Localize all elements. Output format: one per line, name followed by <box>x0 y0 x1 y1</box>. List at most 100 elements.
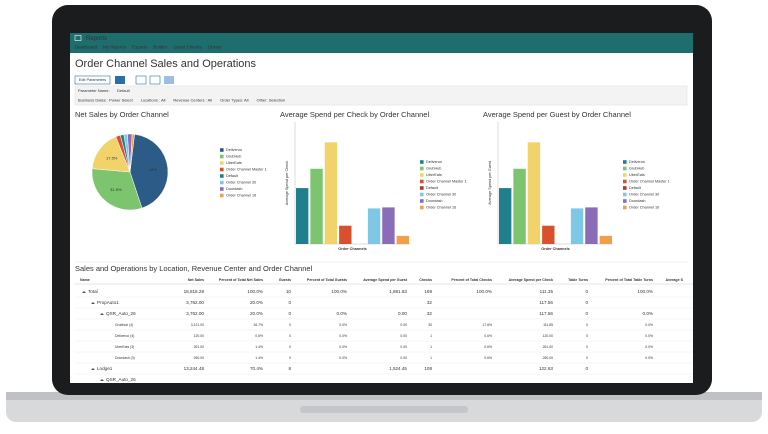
filter: Business Dates : Power Select <box>78 98 134 103</box>
toolbar-button[interactable] <box>164 76 174 84</box>
table-cell: 0 <box>289 334 291 338</box>
y-axis-label: Average Spend per Guest <box>488 160 492 205</box>
row-name[interactable]: Doordash (3) <box>115 356 135 360</box>
nav-link[interactable]: Builder <box>153 45 168 50</box>
table-cell: 0 <box>585 311 588 316</box>
bar <box>310 168 323 244</box>
legend-swatch <box>420 166 424 171</box>
table-cell: 18,818.28 <box>184 289 205 294</box>
bar <box>296 188 309 244</box>
table-cell: 0.0% <box>339 323 347 327</box>
nav-link[interactable]: Exports <box>132 45 148 50</box>
table-cell: 13,244.48 <box>184 366 205 371</box>
table-cell: 0.0% <box>339 345 347 349</box>
table-cell: 1 <box>430 334 432 338</box>
pie-slice <box>129 133 169 209</box>
table-cell: 0 <box>586 345 588 349</box>
row-name[interactable]: UberEats (3) <box>115 345 134 349</box>
edit-parameters-button[interactable] <box>74 75 111 85</box>
row-name[interactable]: Deliveroo (4) <box>115 334 134 338</box>
table-cell: 120.00 <box>543 334 553 338</box>
bar <box>585 207 598 244</box>
slice-label: 31.5% <box>110 187 122 192</box>
table-cell: 0.0% <box>645 323 653 327</box>
legend-swatch <box>220 148 224 152</box>
table-cell: 0.0% <box>645 356 653 360</box>
nav-link[interactable]: Guest Checks <box>173 45 202 50</box>
legend-label: UberEats <box>226 161 242 165</box>
column-header: Table Turns <box>568 278 588 282</box>
row-name[interactable]: Grubhub (4) <box>115 323 133 327</box>
laptop-hinge <box>6 392 762 400</box>
legend-swatch <box>623 186 627 190</box>
table-cell: 0.00 <box>400 334 407 338</box>
table-cell: 17.8% <box>482 323 492 327</box>
x-axis-label: Order Channels <box>541 247 569 251</box>
table-cell: 0 <box>586 323 588 327</box>
legend-swatch <box>220 154 224 159</box>
table-cell: 8 <box>288 366 291 371</box>
parameter-label: Parameter Name: <box>78 88 110 93</box>
slice-label: 17.5% <box>106 155 118 160</box>
nav-link[interactable]: Dashboard <box>75 45 98 50</box>
filter: Locations : All <box>141 98 166 103</box>
title-bar <box>70 56 693 73</box>
expand-caret[interactable] <box>91 368 95 370</box>
table-cell: 3,762.00 <box>186 311 204 316</box>
app-icon <box>74 35 82 41</box>
legend-label: Order Channel Master 1 <box>629 180 670 184</box>
expand-caret[interactable] <box>100 313 104 315</box>
column-header: Percent of Total Guests <box>307 278 347 282</box>
table-cell: 261.00 <box>194 345 204 349</box>
table-cell: 1.4% <box>255 345 263 349</box>
table-cell: 0 <box>288 311 291 316</box>
legend-label: Order Channel Master 1 <box>426 180 467 184</box>
legend-swatch <box>623 199 627 203</box>
table-cell: 0 <box>585 300 588 305</box>
table-cell: 111.85 <box>543 323 553 327</box>
parameter-value[interactable]: Default <box>117 88 131 93</box>
pie-slice <box>91 136 131 173</box>
table-cell: 0 <box>586 334 588 338</box>
edit-parameters-label[interactable]: Edit Parameters <box>79 78 106 82</box>
legend-label: GrubHub <box>629 167 644 171</box>
expand-caret[interactable] <box>82 291 86 293</box>
table-cell: 100.0% <box>637 289 653 294</box>
table-cell: 20.0% <box>250 311 263 316</box>
row-name: PropAuto1 <box>97 300 119 305</box>
legend-label: Order Channel 30 <box>629 193 659 197</box>
toolbar-button[interactable] <box>115 76 125 84</box>
nav-link[interactable]: Library <box>208 45 223 50</box>
table-cell: 117.56 <box>539 311 553 316</box>
filter: Revenue Centers : All <box>173 98 212 103</box>
table-cell: 0.00 <box>400 323 407 327</box>
legend-swatch <box>420 173 424 177</box>
pie-slice <box>91 168 143 211</box>
table-cell: 100.0% <box>331 289 347 294</box>
trackpad-notch <box>300 406 468 413</box>
expand-caret[interactable] <box>100 379 104 381</box>
table-cell: 30 <box>428 323 432 327</box>
legend-label: Order Channel 30 <box>226 181 256 185</box>
table-cell: 3,121.00 <box>191 323 204 327</box>
legend-swatch <box>220 193 224 198</box>
table-cell: 0.6% <box>484 345 492 349</box>
table-cell: 0.0% <box>337 311 347 316</box>
toolbar-button[interactable] <box>135 75 147 85</box>
table-cell: 0.6% <box>484 334 492 338</box>
table-cell: 0.0% <box>645 334 653 338</box>
nav-link[interactable]: My Reports <box>103 45 127 50</box>
legend-swatch <box>220 180 224 185</box>
parameter-panel <box>74 85 688 106</box>
expand-caret[interactable] <box>91 302 95 304</box>
legend-swatch <box>420 192 424 197</box>
table-cell: 1.4% <box>255 356 263 360</box>
table-cell: 10 <box>286 289 292 294</box>
table-cell: 1 <box>430 356 432 360</box>
legend-swatch <box>623 179 627 184</box>
column-header: Checks <box>419 278 432 282</box>
table-title: Sales and Operations by Location, Revenu… <box>75 264 313 273</box>
column-header: Average S <box>666 278 684 282</box>
toolbar-button[interactable] <box>149 75 161 85</box>
